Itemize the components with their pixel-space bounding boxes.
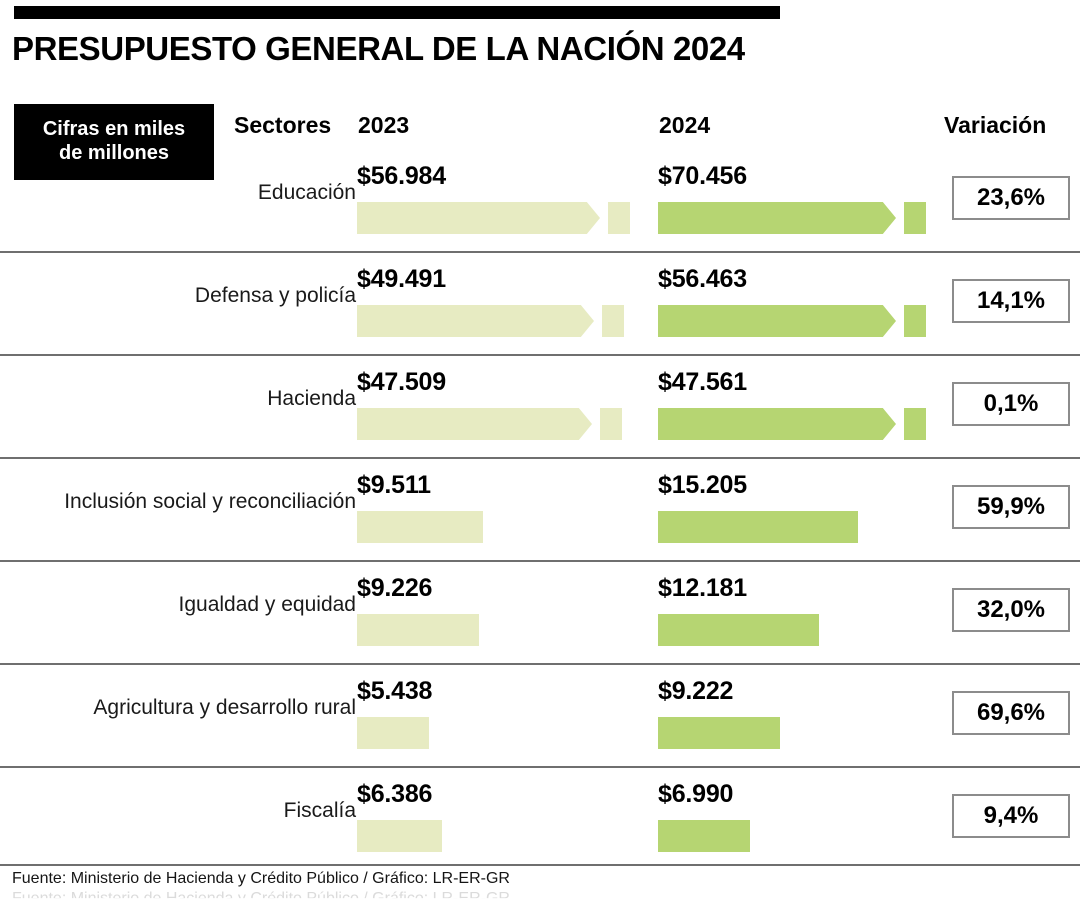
bar-2023: [357, 202, 630, 234]
sector-label: Inclusión social y reconciliación: [64, 490, 356, 513]
value-2023: $56.984: [357, 162, 446, 190]
value-2023: $49.491: [357, 265, 446, 293]
axis-break-notch-icon: [570, 408, 600, 440]
value-2024: $47.561: [658, 368, 747, 396]
axis-break-notch-icon: [874, 305, 904, 337]
bar-2024: [658, 614, 819, 646]
value-2023: $47.509: [357, 368, 446, 396]
variation-badge: 23,6%: [952, 176, 1070, 220]
bar-2024: [658, 408, 926, 440]
table-row: Igualdad y equidad $9.226 $12.181 32,0%: [0, 562, 1080, 665]
sector-label: Fiscalía: [283, 799, 356, 822]
variation-badge: 14,1%: [952, 279, 1070, 323]
bar-2024: [658, 202, 926, 234]
variation-badge: 9,4%: [952, 794, 1070, 838]
column-header-sectores: Sectores: [234, 112, 332, 138]
table-row: Hacienda $47.509 $47.561 0,1%: [0, 356, 1080, 459]
bar-2023: [357, 511, 483, 543]
variation-badge: 69,6%: [952, 691, 1070, 735]
sector-label: Defensa y policía: [194, 284, 356, 307]
column-header-2024: 2024: [659, 112, 711, 138]
sector-label: Hacienda: [267, 387, 356, 410]
table-row: Agricultura y desarrollo rural $5.438 $9.2…: [0, 665, 1080, 768]
variation-badge: 0,1%: [952, 382, 1070, 426]
bar-2023: [357, 820, 442, 852]
value-2024: $56.463: [658, 265, 747, 293]
value-2024: $9.222: [658, 677, 734, 705]
variation-badge: 59,9%: [952, 485, 1070, 529]
bar-2024: [658, 820, 750, 852]
axis-break-notch-icon: [578, 202, 608, 234]
footer-rule: [0, 864, 1080, 866]
value-2023: $5.438: [357, 677, 433, 705]
units-legend-line-2: de millones: [58, 142, 170, 164]
bar-2024: [658, 717, 780, 749]
column-header-2023: 2023: [358, 112, 410, 138]
value-2024: $70.456: [658, 162, 747, 190]
units-legend-box: Cifras en miles de millones: [14, 104, 214, 180]
table-row: Educación $56.984 $70.456 23,6%: [0, 150, 1080, 253]
bar-2023: [357, 305, 624, 337]
axis-break-notch-icon: [874, 202, 904, 234]
axis-break-notch-icon: [874, 408, 904, 440]
bar-2024: [658, 305, 926, 337]
value-2023: $6.386: [357, 780, 433, 808]
value-2024: $15.205: [658, 471, 747, 499]
column-header-variacion: Variación: [944, 112, 1047, 138]
sector-label: Agricultura y desarrollo rural: [93, 696, 356, 719]
sector-label: Educación: [257, 181, 356, 204]
bar-2023: [357, 614, 479, 646]
source-credit-clipped-duplicate: Fuente: Ministerio de Hacienda y Crédito…: [12, 890, 510, 907]
sector-label: Igualdad y equidad: [178, 593, 357, 616]
bar-2024: [658, 511, 858, 543]
bar-2023: [357, 408, 622, 440]
variation-badge: 32,0%: [952, 588, 1070, 632]
table-row: Inclusión social y reconciliación $9.511 $…: [0, 459, 1080, 562]
table-row: Defensa y policía $49.491 $56.463 14,1%: [0, 253, 1080, 356]
chart-rows: Educación $56.984 $70.456 23,6% Defensa y po…: [0, 150, 1080, 871]
bar-2023: [357, 717, 429, 749]
value-2024: $6.990: [658, 780, 734, 808]
source-credit: Fuente: Ministerio de Hacienda y Crédito…: [12, 870, 510, 887]
table-row: Fiscalía $6.386 $6.990 9,4%: [0, 768, 1080, 871]
units-legend-line-1: Cifras en miles: [42, 118, 186, 141]
axis-break-notch-icon: [572, 305, 602, 337]
value-2024: $12.181: [658, 574, 747, 602]
page-title: PRESUPUESTO GENERAL DE LA NACIÓN 2024: [12, 30, 745, 67]
value-2023: $9.511: [357, 471, 431, 499]
title-top-rule: [14, 6, 780, 19]
value-2023: $9.226: [357, 574, 433, 602]
